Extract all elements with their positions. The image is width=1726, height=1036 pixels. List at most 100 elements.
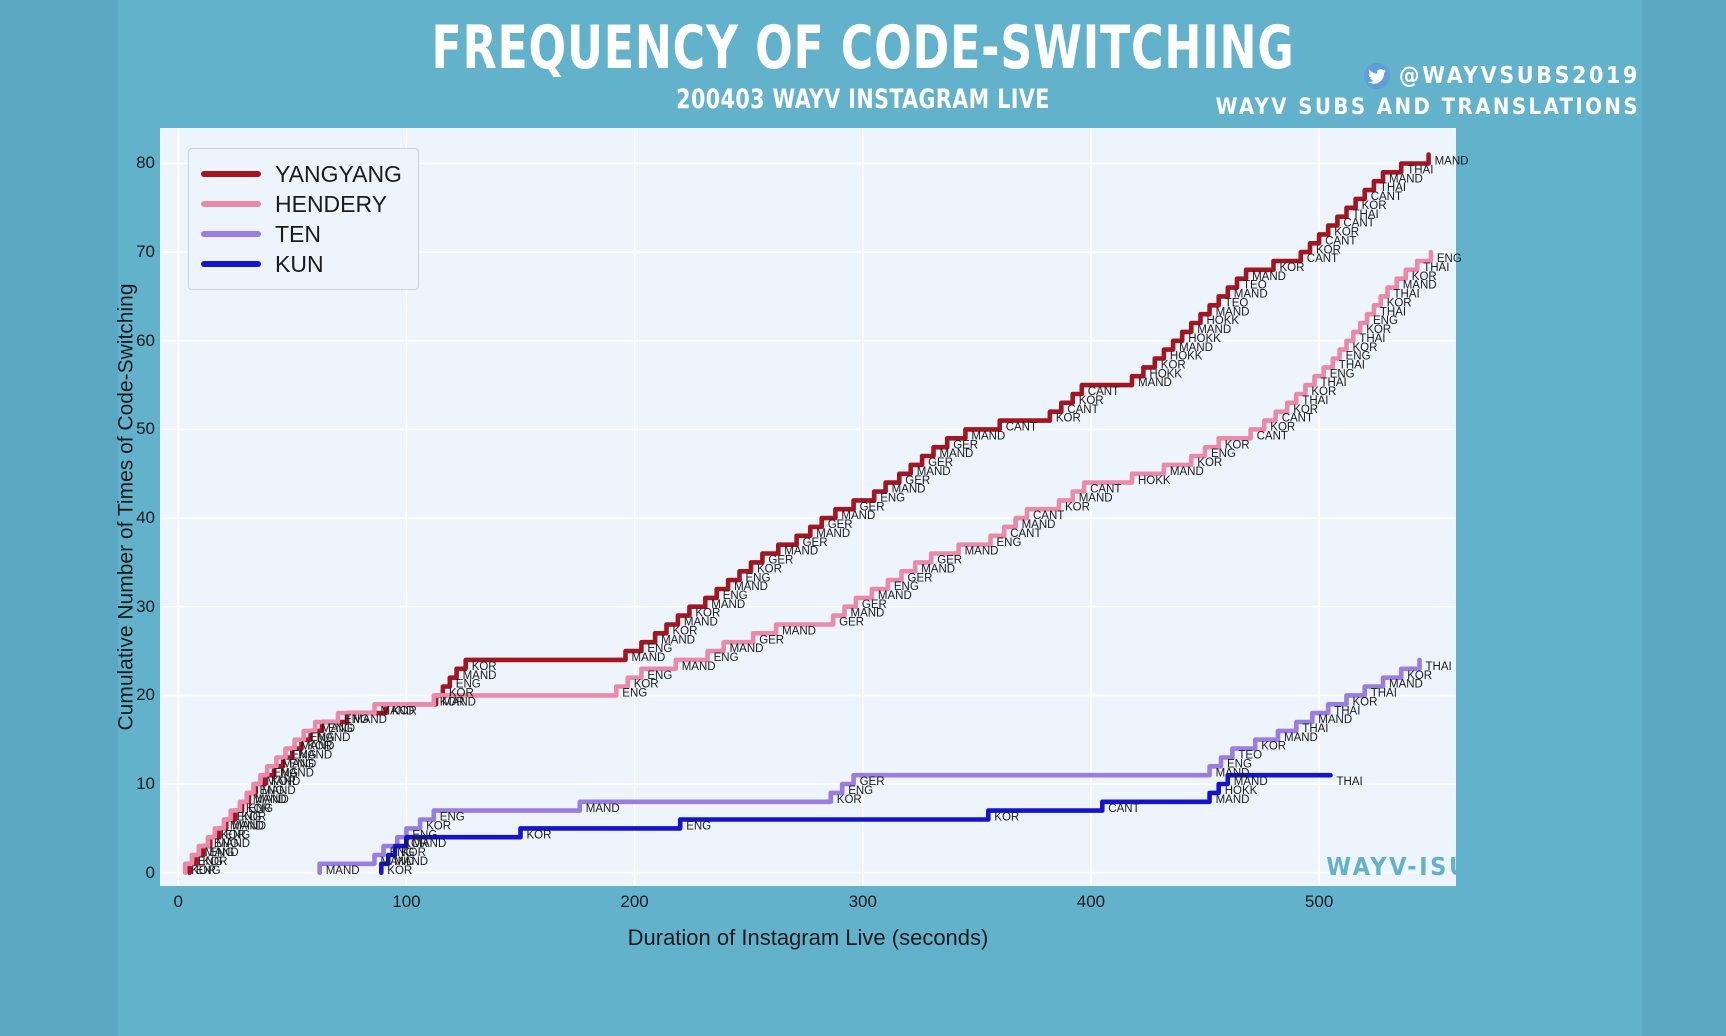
- point-label: KOR: [271, 776, 296, 788]
- point-label: GER: [839, 617, 864, 629]
- right-color-band: [1642, 0, 1726, 1036]
- point-label: CANT: [1343, 218, 1374, 230]
- point-label: THAI: [1337, 776, 1363, 788]
- x-axis-ticks: 0 100 200 300 400 500: [160, 892, 1456, 918]
- point-label: ENG: [292, 750, 317, 762]
- point-label: THAI: [1423, 262, 1449, 274]
- point-label: ENG: [273, 767, 298, 779]
- point-label: ENG: [198, 856, 223, 868]
- point-label: MAND: [1284, 732, 1318, 744]
- point-label: HOKK: [1188, 333, 1221, 345]
- point-label: MAND: [394, 856, 428, 868]
- point-label: MAND: [711, 599, 745, 611]
- point-label: KOR: [241, 812, 266, 824]
- point-label: THAI: [1371, 688, 1397, 700]
- point-label: ENG: [647, 643, 672, 655]
- point-label: CANT: [1090, 484, 1121, 496]
- point-label: THAI: [1359, 333, 1385, 345]
- y-tick-label: 80: [136, 153, 155, 173]
- point-label: KOR: [1065, 501, 1090, 513]
- point-label: KOR: [203, 856, 228, 868]
- x-axis-title: Duration of Instagram Live (seconds): [627, 925, 989, 950]
- point-label: KOR: [1353, 342, 1378, 354]
- point-label: HOKK: [1170, 351, 1203, 363]
- point-label: GER: [905, 475, 930, 487]
- point-label: MAND: [412, 838, 446, 850]
- point-label: MAND: [253, 794, 287, 806]
- legend-swatch-icon: [201, 261, 261, 267]
- point-label: MAND: [730, 643, 764, 655]
- point-label: KOR: [1311, 386, 1336, 398]
- point-label: MAND: [782, 626, 816, 638]
- point-label: CANT: [1282, 413, 1313, 425]
- point-label: KOR: [449, 688, 474, 700]
- series-line-kun: [379, 772, 1333, 875]
- point-label: MAND: [971, 430, 1005, 442]
- point-label: MAND: [298, 750, 332, 762]
- point-label: MAND: [321, 723, 355, 735]
- legend-item-kun[interactable]: KUN: [201, 249, 402, 279]
- organization-name: WAYV SUBS AND TRANSLATIONS: [1215, 95, 1640, 120]
- point-label: MAND: [301, 741, 335, 753]
- point-label: THAI: [1353, 209, 1379, 221]
- series-line-hendery: [182, 249, 1434, 875]
- point-label: ENG: [225, 829, 250, 841]
- point-label: MAND: [682, 661, 716, 673]
- point-label: ENG: [622, 688, 647, 700]
- page-title: FREQUENCY OF CODE-SWITCHING: [431, 13, 1295, 83]
- point-label: ENG: [328, 723, 353, 735]
- point-label: MAND: [892, 484, 926, 496]
- legend-swatch-icon: [201, 201, 261, 207]
- point-label: ENG: [1437, 253, 1462, 265]
- y-tick-label: 50: [136, 419, 155, 439]
- point-label: KOR: [392, 705, 417, 717]
- point-label: KOR: [695, 608, 720, 620]
- point-label: MAND: [232, 821, 266, 833]
- legend-swatch-icon: [201, 171, 261, 177]
- point-label: MAND: [216, 838, 250, 850]
- point-label: GER: [937, 555, 962, 567]
- point-label: GER: [828, 519, 853, 531]
- point-label: MAND: [1403, 280, 1437, 292]
- legend-item-ten[interactable]: TEN: [201, 219, 402, 249]
- point-label: GER: [860, 501, 885, 513]
- point-label: MAND: [282, 759, 316, 771]
- point-label: MAND: [917, 466, 951, 478]
- point-label: MAND: [205, 847, 239, 859]
- point-label: ENG: [894, 581, 919, 593]
- point-label: ENG: [1346, 351, 1371, 363]
- point-label: ENG: [880, 493, 905, 505]
- point-label: MAND: [940, 448, 974, 460]
- page-subtitle: 200403 WAYV INSTAGRAM LIVE: [676, 84, 1050, 115]
- point-label: GER: [953, 439, 978, 451]
- point-label: KOR: [1387, 297, 1412, 309]
- point-label: MAND: [381, 705, 415, 717]
- point-label: ENG: [1227, 759, 1252, 771]
- attribution-handle-row: @WAYVSUBS2019: [1216, 63, 1640, 89]
- point-label: CANT: [1010, 528, 1041, 540]
- point-label: KOR: [1161, 360, 1186, 372]
- point-label: KOR: [246, 803, 271, 815]
- point-label: ENG: [647, 670, 672, 682]
- point-label: GER: [860, 776, 885, 788]
- point-label: MAND: [1216, 767, 1250, 779]
- attribution-block: @WAYVSUBS2019 WAYV SUBS AND TRANSLATIONS: [1216, 63, 1640, 120]
- point-label: KOR: [1316, 244, 1341, 256]
- legend-label: YANGYANG: [275, 160, 402, 187]
- point-label: GER: [759, 634, 784, 646]
- point-label: KOR: [1412, 271, 1437, 283]
- point-label: ENG: [310, 732, 335, 744]
- point-label: CANT: [1006, 422, 1037, 434]
- point-labels: ENGKORENGMANDENGMANDKORENGMANDMANDKORMAN…: [191, 156, 1468, 877]
- point-label: ENG: [209, 847, 234, 859]
- legend-item-yangyang[interactable]: YANGYANG: [201, 159, 402, 189]
- point-label: CANT: [1307, 253, 1338, 265]
- point-label: KOR: [994, 812, 1019, 824]
- point-label: KOR: [673, 626, 698, 638]
- point-label: MAND: [586, 803, 620, 815]
- point-label: THAI: [1394, 289, 1420, 301]
- point-label: CANT: [1108, 803, 1139, 815]
- point-label: GER: [862, 599, 887, 611]
- point-label: MAND: [1234, 776, 1268, 788]
- legend-item-hendery[interactable]: HENDERY: [201, 189, 402, 219]
